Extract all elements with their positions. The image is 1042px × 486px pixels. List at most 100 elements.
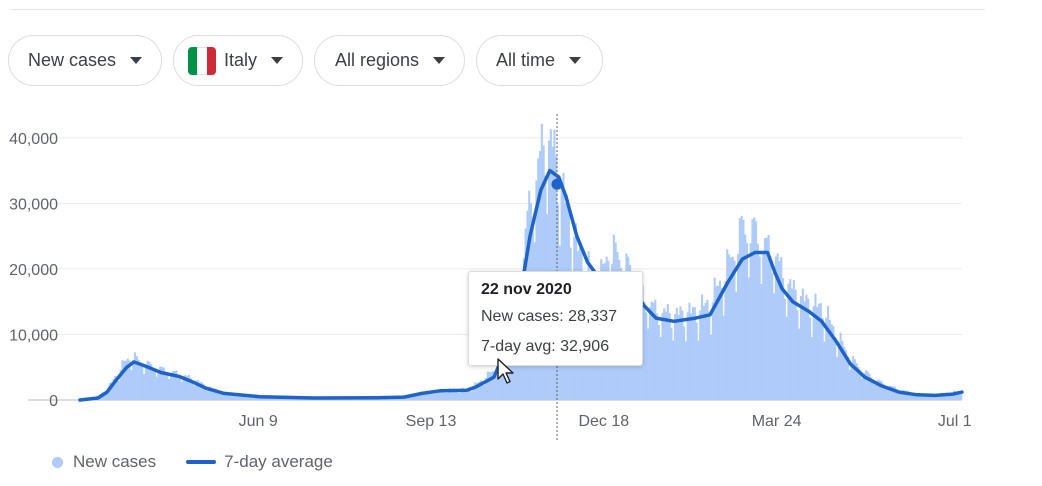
tooltip-date: 22 nov 2020 [481,281,572,298]
new-cases-bar [121,360,124,400]
new-cases-bar [897,390,900,400]
new-cases-bar [733,260,736,400]
new-cases-bar [227,393,230,400]
new-cases-bar [659,337,662,400]
new-cases-bar [726,249,729,400]
new-cases-bar [728,254,731,400]
new-cases-bar [256,397,259,400]
new-cases-bar [911,394,914,400]
new-cases-bar [774,256,777,400]
new-cases-bar [895,388,898,400]
new-cases-bar [958,391,961,400]
new-cases-bar [468,389,471,400]
new-cases-bar [449,388,452,400]
new-cases-bar [737,254,740,400]
legend-line-swatch [186,460,217,464]
new-cases-bar [166,374,169,400]
new-cases-bar [713,277,716,400]
new-cases-bar [168,379,171,400]
new-cases-bar [128,360,131,400]
new-cases-bar [254,396,257,400]
new-cases-bar [780,257,783,400]
new-cases-bar [247,395,250,400]
new-cases-bar [405,397,408,400]
metric-dropdown[interactable]: New cases [8,35,162,86]
new-cases-bar [776,253,779,400]
new-cases-bar [960,391,963,400]
tooltip-new-cases: New cases: 28,337 [481,308,618,325]
new-cases-bar [920,393,923,400]
new-cases-bar [773,293,776,400]
new-cases-bar [425,391,428,400]
new-cases-bar [818,303,821,400]
new-cases-bar [108,382,111,400]
mouse-pointer-icon [497,358,514,384]
new-cases-bar [474,382,477,400]
metric-dropdown-label: New cases [28,50,117,70]
new-cases-bar [846,356,849,400]
new-cases-bar [112,379,115,400]
chevron-down-icon [130,57,143,64]
new-cases-bar [954,391,957,400]
new-cases-bar [859,370,862,400]
new-cases-bar [458,392,461,400]
new-cases-bar [197,380,200,400]
new-cases-bar [643,302,646,400]
chevron-down-icon [433,57,446,64]
new-cases-bar [218,394,221,400]
new-cases-bar [809,317,812,400]
new-cases-bar [137,359,140,400]
new-cases-bar [661,313,664,400]
new-cases-bar [548,140,551,401]
new-cases-bar [130,370,133,400]
new-cases-bar [647,328,650,400]
new-cases-bar [935,395,938,400]
new-cases-bar [472,386,475,400]
new-cases-bar [886,389,889,400]
new-cases-bar [179,377,182,400]
new-cases-bar [753,217,756,400]
new-cases-bar [805,294,808,400]
country-dropdown[interactable]: Italy [173,35,303,86]
new-cases-bar [162,367,165,400]
new-cases-bar [186,376,189,400]
new-cases-bar [828,319,831,400]
new-cases-bar [697,340,700,400]
new-cases-bar [173,371,176,400]
new-cases-bar [938,394,941,400]
new-cases-bar [281,398,284,400]
new-cases-bar [202,383,205,400]
new-cases-bar [265,397,268,400]
new-cases-bar [782,278,785,400]
new-cases-bar [540,123,543,401]
new-cases-bar [765,237,768,400]
new-cases-bar [485,378,488,400]
new-cases-bar [751,219,754,400]
new-cases-bar [915,392,918,400]
new-cases-bar [652,302,655,400]
new-cases-bar [479,380,482,400]
new-cases-bar [722,315,725,400]
chevron-down-icon [569,57,582,64]
new-cases-bar [760,283,763,400]
new-cases-bar [918,393,921,400]
new-cases-bar [413,394,416,400]
new-cases-bar [171,370,174,400]
region-dropdown[interactable]: All regions [314,35,465,86]
new-cases-bar [261,397,264,400]
new-cases-bar [170,373,173,400]
new-cases-bar [812,306,815,400]
new-cases-bar [834,337,837,400]
new-cases-bar [758,256,761,400]
period-dropdown[interactable]: All time [476,35,603,86]
new-cases-bar [135,356,138,400]
new-cases-bar [821,317,824,400]
new-cases-bar [762,250,765,400]
chart-legend: New cases 7-day average [52,452,333,472]
new-cases-bar [796,310,799,400]
new-cases-bar [440,388,443,400]
new-cases-bar [105,392,108,400]
new-cases-bar [902,390,905,400]
y-tick-label: 10,000 [9,327,58,344]
new-cases-bar [648,307,651,400]
